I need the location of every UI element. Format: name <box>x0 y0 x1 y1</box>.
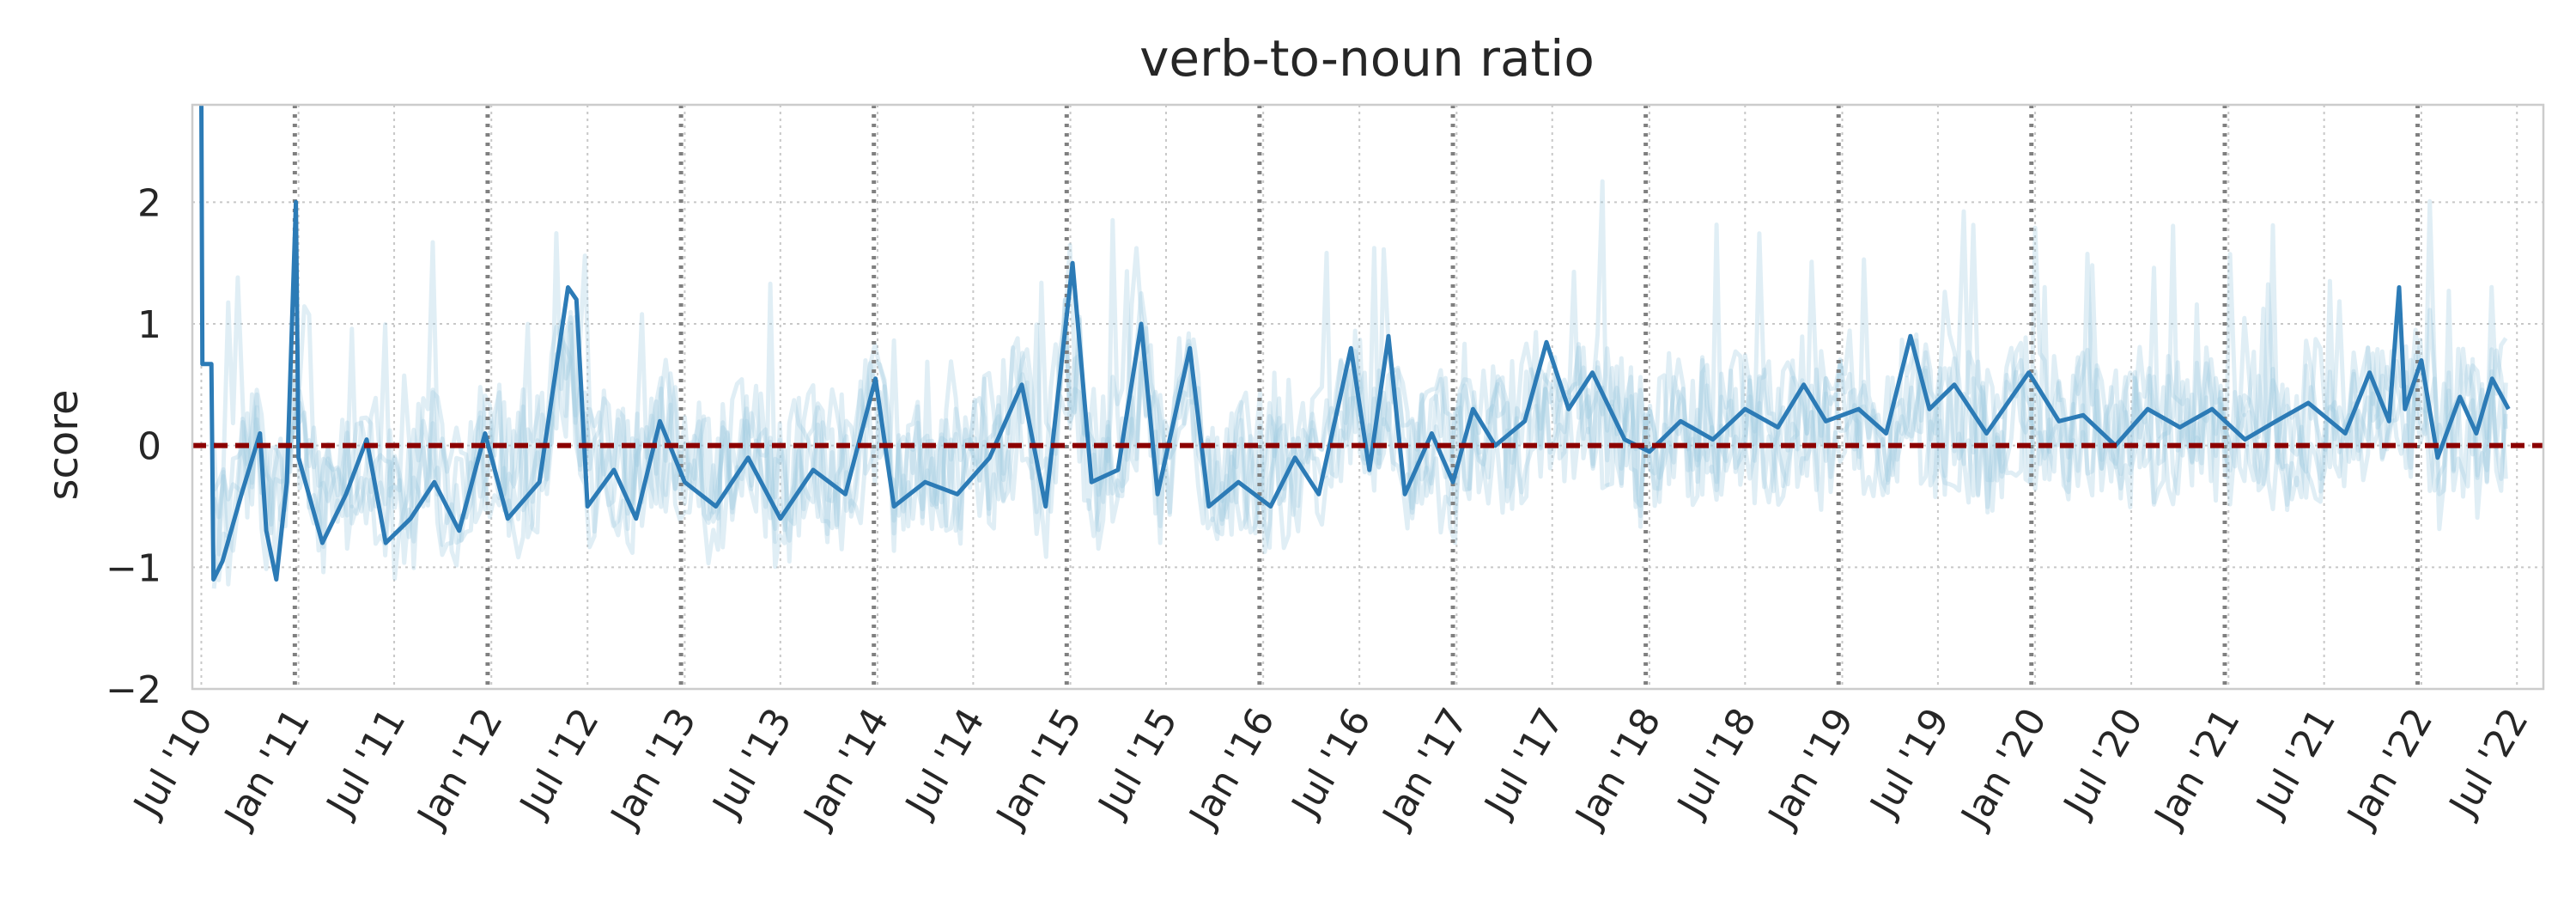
main-series-line <box>199 104 2511 582</box>
y-axis-label: score <box>39 390 88 501</box>
y-tick-label: −2 <box>106 668 161 712</box>
main-series-group <box>199 104 2511 582</box>
y-tick-labels: −2 −1 0 1 2 <box>106 181 161 712</box>
background-series-line <box>211 223 2508 582</box>
background-series-line <box>211 209 2508 587</box>
y-tick-label: −1 <box>106 546 161 590</box>
background-series-line <box>211 222 2508 589</box>
plot-frame <box>191 103 2545 691</box>
background-series-line <box>212 179 2508 570</box>
background-series-group <box>211 179 2508 589</box>
y-tick-label: 2 <box>137 181 161 225</box>
y-tick-label: 0 <box>137 425 161 469</box>
chart-title: verb-to-noun ratio <box>1139 29 1595 88</box>
y-tick-label: 1 <box>137 303 161 347</box>
background-series-line <box>211 198 2508 575</box>
